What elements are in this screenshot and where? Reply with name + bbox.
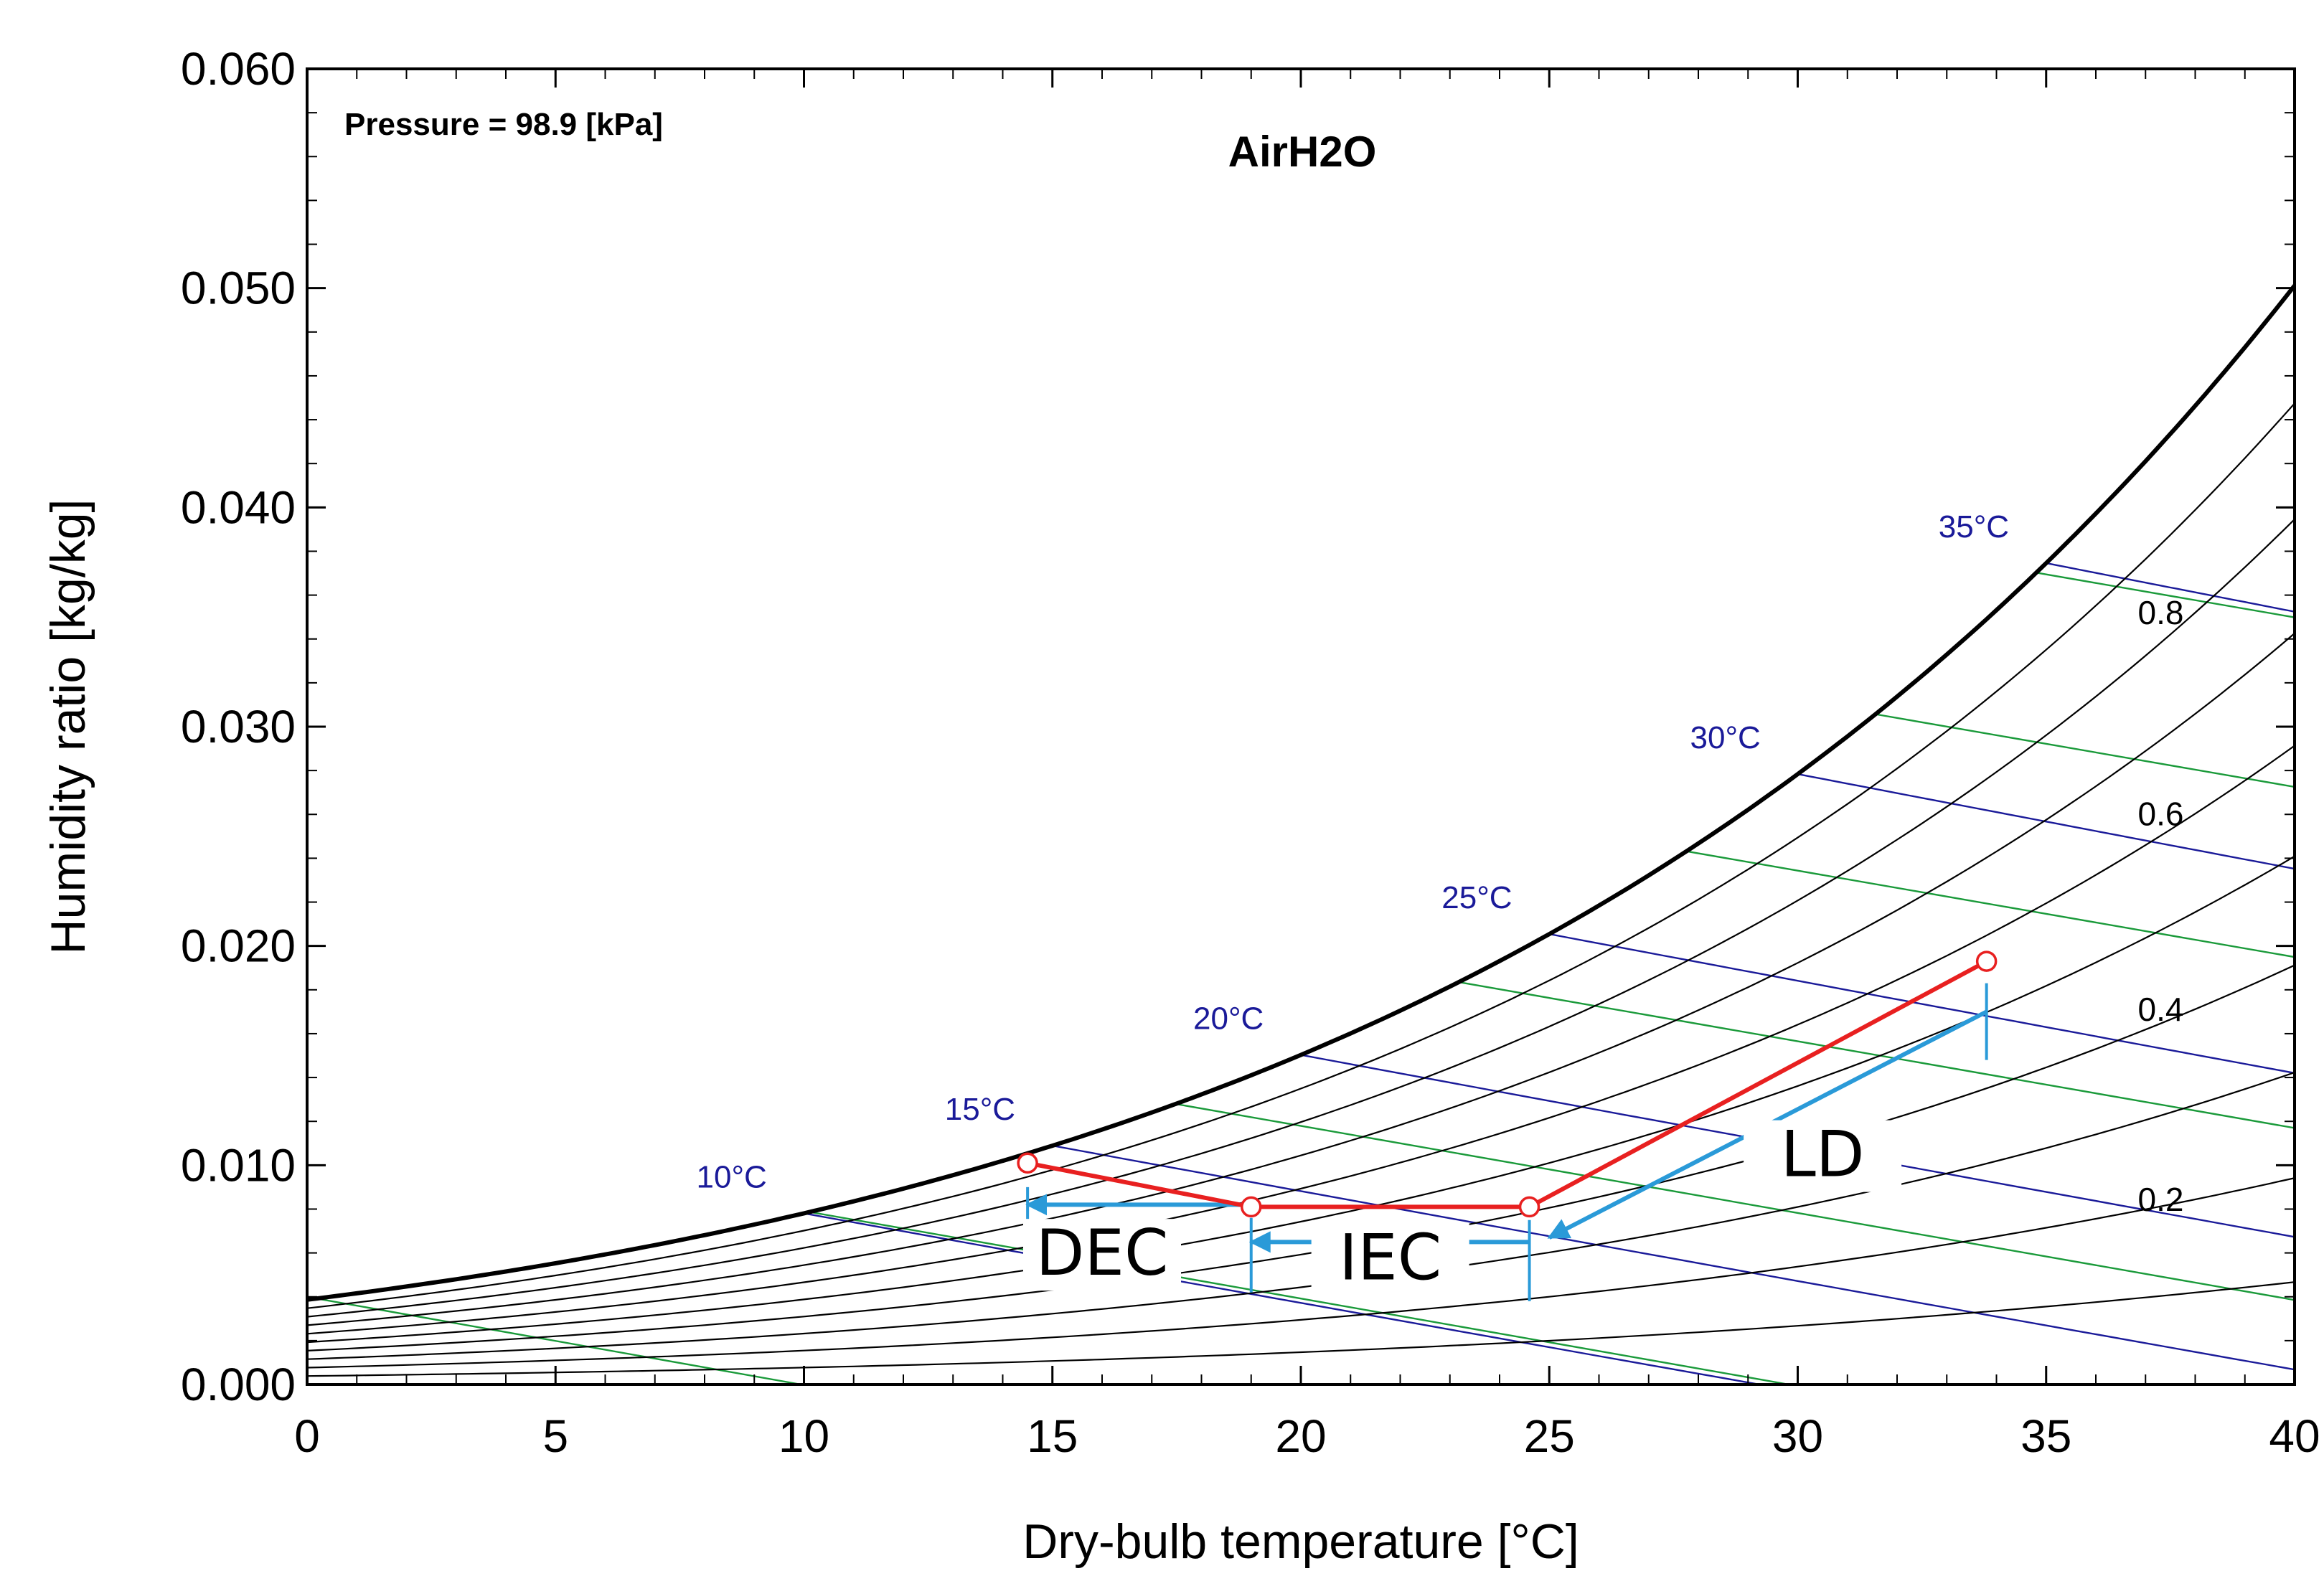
x-tick-label: 5 xyxy=(542,1410,568,1462)
saturation-curve-group xyxy=(307,284,2295,1302)
rh-line xyxy=(307,1281,2295,1377)
relative-humidity-lines xyxy=(307,402,2295,1377)
wet-bulb-line xyxy=(2046,562,2295,613)
wet-bulb-label: 15°C xyxy=(945,1092,1015,1127)
y-tick-label: 0.060 xyxy=(181,43,296,95)
y-tick-label: 0.030 xyxy=(181,701,296,753)
rh-line xyxy=(307,1071,2295,1360)
x-tick-label: 0 xyxy=(294,1410,320,1462)
process-label: IEC xyxy=(1339,1220,1441,1294)
rh-label: 0.8 xyxy=(2138,594,2184,631)
rh-label: 0.2 xyxy=(2138,1181,2184,1218)
x-axis-title: Dry-bulb temperature [°C] xyxy=(1022,1514,1579,1569)
wet-bulb-label: 30°C xyxy=(1690,720,1761,755)
y-tick-label: 0.020 xyxy=(181,920,296,972)
state-point xyxy=(1017,1152,1038,1174)
rh-line xyxy=(307,402,2295,1309)
axis-ticks xyxy=(306,67,2296,1386)
wet-bulb-label: 20°C xyxy=(1193,1001,1264,1037)
wet-bulb-labels: 10°C 15°C 20°C 25°C 30°C 35°C xyxy=(697,509,2010,1194)
rh-label: 0.4 xyxy=(2138,991,2184,1028)
rh-line xyxy=(307,633,2295,1326)
wet-bulb-label: 25°C xyxy=(1441,880,1512,915)
enthalpy-line xyxy=(1686,850,2295,958)
x-tick-label: 25 xyxy=(1524,1410,1575,1462)
state-point xyxy=(1241,1196,1262,1218)
y-axis-title: Humidity ratio [kg/kg] xyxy=(41,499,95,955)
enthalpy-line xyxy=(809,1211,1789,1384)
wet-bulb-label: 35°C xyxy=(1939,509,2009,544)
rh-labels: 0.8 0.6 0.4 0.2 xyxy=(2138,594,2184,1218)
wet-bulb-line xyxy=(1797,773,2295,870)
process-label-bg xyxy=(1311,1223,1469,1296)
process-path xyxy=(1027,959,1988,1209)
tick-labels: 0 5 10 15 20 25 30 35 40 0.000 0.010 0.020 0.030 0.04… xyxy=(181,43,2320,1462)
x-tick-label: 10 xyxy=(778,1410,829,1462)
y-tick-label: 0.000 xyxy=(181,1359,296,1410)
saturation-curve xyxy=(307,284,2295,1302)
process-layer xyxy=(1017,950,1998,1301)
rh-line xyxy=(307,964,2295,1351)
wet-bulb-line xyxy=(1549,933,2295,1075)
y-tick-label: 0.050 xyxy=(181,263,296,314)
wet-bulb-line xyxy=(1052,1144,2295,1371)
process-label-bg xyxy=(1023,1219,1181,1291)
rh-line xyxy=(307,745,2295,1335)
enthalpy-line xyxy=(316,1297,801,1384)
process-label-bg xyxy=(1744,1120,1902,1192)
y-tick-label: 0.010 xyxy=(181,1139,296,1191)
x-tick-label: 30 xyxy=(1772,1410,1823,1462)
labels-layer: Pressure = 98.9 [kPa] AirH2O Dry-bulb te… xyxy=(41,107,1579,1569)
rh-line xyxy=(307,1177,2295,1369)
process-label: DEC xyxy=(1036,1216,1169,1290)
x-tick-label: 35 xyxy=(2020,1410,2071,1462)
y-tick-label: 0.040 xyxy=(181,481,296,533)
rh-line xyxy=(307,519,2295,1318)
x-tick-label: 40 xyxy=(2269,1410,2320,1462)
state-point xyxy=(1518,1196,1540,1218)
enthalpy-line xyxy=(1458,981,2295,1129)
pressure-annotation: Pressure = 98.9 [kPa] xyxy=(344,107,663,142)
state-point xyxy=(1975,950,1998,972)
x-tick-label: 15 xyxy=(1027,1410,1078,1462)
rh-label: 0.6 xyxy=(2138,795,2184,832)
wet-bulb-line xyxy=(804,1212,1765,1384)
wet-bulb-label: 10°C xyxy=(697,1159,767,1194)
process-labels: LD IEC DEC xyxy=(1023,1118,1902,1296)
chart-title: AirH2O xyxy=(1228,128,1377,176)
x-tick-label: 20 xyxy=(1275,1410,1326,1462)
process-label: LD xyxy=(1781,1118,1865,1192)
